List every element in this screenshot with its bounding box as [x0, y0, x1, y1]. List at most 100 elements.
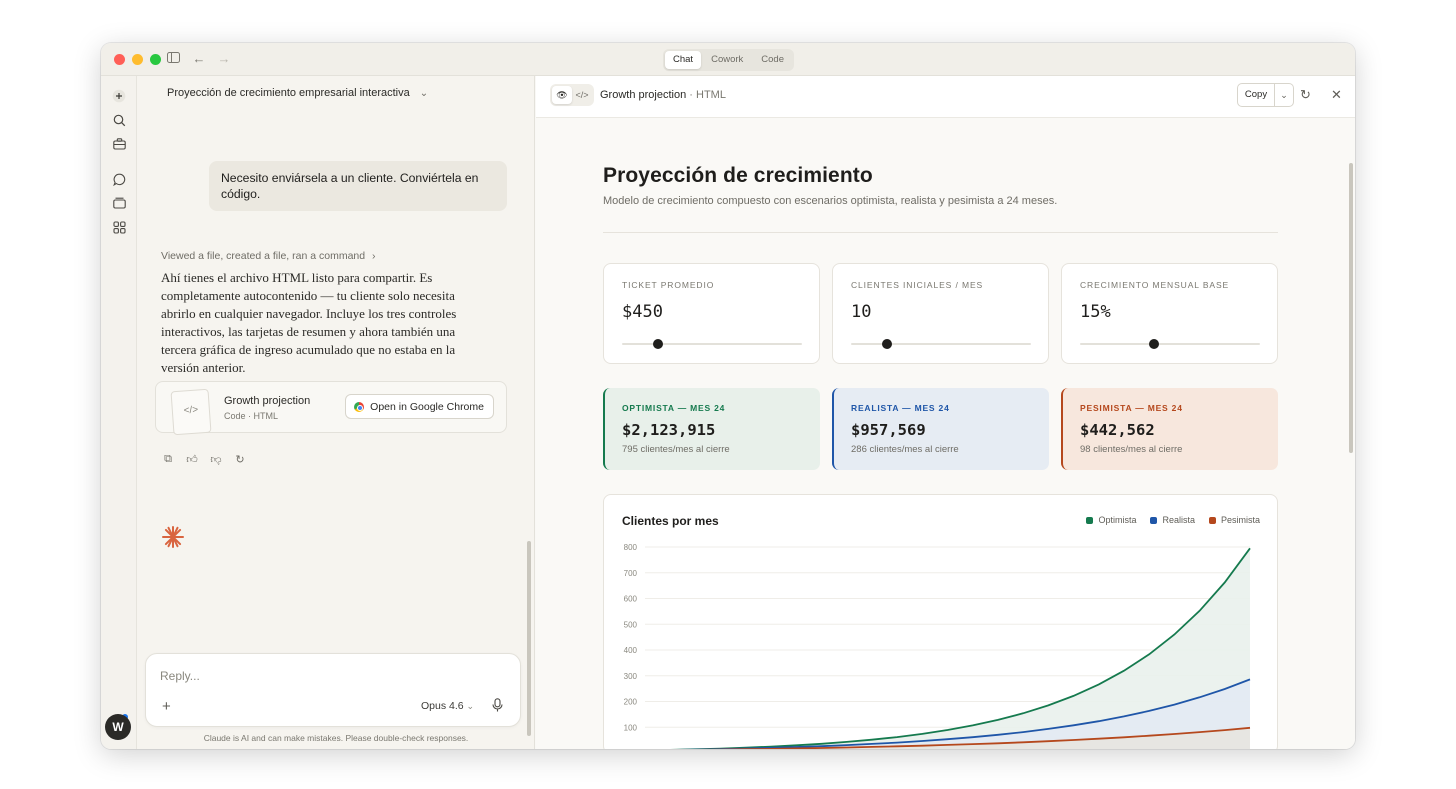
- model-selector[interactable]: Opus 4.6 ⌄: [421, 700, 474, 712]
- scenario-card-pesimista: PESIMISTA — MES 24 $442,562 98 clientes/…: [1061, 388, 1278, 470]
- chat-panel: Proyección de crecimiento empresarial in…: [137, 76, 535, 749]
- file-name: Growth projection: [224, 395, 311, 407]
- control-label: CLIENTES INICIALES / MES: [851, 280, 984, 290]
- reply-input[interactable]: Reply...: [160, 669, 200, 683]
- scenario-value: $2,123,915: [622, 421, 716, 439]
- artifact-name: Growth projection: [600, 89, 687, 101]
- search-icon[interactable]: [111, 114, 127, 130]
- y-tick-label: 600: [624, 595, 638, 604]
- artifacts-icon[interactable]: [111, 221, 127, 237]
- chat-scrollbar[interactable]: [527, 541, 531, 736]
- legend-item-realista: Realista: [1150, 515, 1195, 525]
- y-tick-label: 200: [624, 698, 638, 707]
- refresh-icon[interactable]: ↻: [1300, 87, 1311, 102]
- scenario-card-realista: REALISTA — MES 24 $957,569 286 clientes/…: [832, 388, 1049, 470]
- assistant-message: Ahí tienes el archivo HTML listo para co…: [161, 270, 457, 375]
- view-toggle: 👁︎ </>: [550, 84, 594, 106]
- control-crecimiento-mensual: CRECIMIENTO MENSUAL BASE 15%: [1061, 263, 1278, 364]
- series-area-optimista: [706, 548, 1250, 749]
- control-value: $450: [622, 302, 663, 322]
- slider-knob[interactable]: [653, 339, 663, 349]
- legend-swatch: [1208, 516, 1216, 524]
- chart-title: Clientes por mes: [622, 514, 719, 528]
- thumbs-up-icon[interactable]: 👍︎: [186, 454, 198, 466]
- composer: Reply... + Opus 4.6 ⌄: [145, 653, 521, 727]
- legend-label: Pesimista: [1220, 515, 1260, 525]
- copy-button[interactable]: Copy: [1237, 83, 1275, 107]
- copy-icon[interactable]: ⧉: [164, 453, 172, 465]
- close-window-button[interactable]: [114, 54, 125, 65]
- chrome-icon: [354, 401, 365, 412]
- y-tick-label: 700: [624, 569, 638, 578]
- mode-tab-chat[interactable]: Chat: [665, 51, 702, 69]
- user-avatar[interactable]: W: [105, 714, 131, 740]
- open-in-chrome-label: Open in Google Chrome: [370, 400, 484, 413]
- chart-legend: Optimista Realista Pesimista: [1086, 515, 1260, 525]
- y-tick-label: 100: [624, 723, 638, 732]
- series-area-pesimista: [762, 727, 1250, 749]
- app-window: ← → Chat Cowork Code W: [101, 43, 1355, 749]
- artifact-header: 👁︎ </> Growth projection · HTML Copy ⌄ ↻…: [536, 76, 1355, 118]
- model-name: Opus 4.6: [421, 700, 464, 712]
- scenario-label: PESIMISTA — MES 24: [1080, 403, 1183, 413]
- microphone-icon[interactable]: [492, 698, 503, 715]
- left-rail: W: [101, 76, 137, 749]
- mode-switch: Chat Cowork Code: [663, 49, 794, 71]
- chats-icon[interactable]: [111, 173, 127, 189]
- page-subtitle: Modelo de crecimiento compuesto con esce…: [603, 195, 1058, 207]
- retry-icon[interactable]: ↻: [235, 454, 245, 466]
- control-ticket-promedio: TICKET PROMEDIO $450: [603, 263, 820, 364]
- control-value: 15%: [1080, 302, 1111, 322]
- slider-track[interactable]: [622, 343, 802, 345]
- artifact-panel: 👁︎ </> Growth projection · HTML Copy ⌄ ↻…: [536, 76, 1355, 749]
- scenario-label: REALISTA — MES 24: [851, 403, 950, 413]
- file-card[interactable]: </> Growth projection Code · HTML Open i…: [155, 381, 507, 436]
- y-tick-label: 800: [624, 543, 638, 552]
- copy-options-chevron-icon[interactable]: ⌄: [1275, 83, 1294, 107]
- legend-swatch: [1086, 516, 1094, 524]
- page-title: Proyección de crecimiento: [603, 164, 873, 187]
- sidebar-toggle-icon[interactable]: [165, 51, 181, 67]
- toolbox-icon[interactable]: [111, 138, 127, 154]
- close-icon[interactable]: ✕: [1331, 87, 1342, 102]
- disclaimer: Claude is AI and can make mistakes. Plea…: [203, 733, 469, 743]
- mode-tab-code[interactable]: Code: [761, 54, 784, 65]
- preview-eye-icon[interactable]: 👁︎: [552, 86, 572, 104]
- minimize-window-button[interactable]: [132, 54, 143, 65]
- chevron-down-icon: ⌄: [466, 701, 475, 711]
- back-arrow-icon[interactable]: ←: [192, 51, 206, 66]
- artifact-scrollbar[interactable]: [1349, 163, 1353, 453]
- code-view-icon[interactable]: </>: [575, 90, 589, 100]
- conversation-title-text: Proyección de crecimiento empresarial in…: [167, 87, 410, 99]
- y-tick-label: 400: [624, 646, 638, 655]
- file-meta: Code · HTML: [224, 411, 279, 421]
- control-label: CRECIMIENTO MENSUAL BASE: [1080, 280, 1230, 290]
- message-actions: ⧉ 👍︎ 👎︎ ↻: [161, 453, 247, 466]
- conversation-title[interactable]: Proyección de crecimiento empresarial in…: [167, 87, 428, 99]
- tool-summary-text: Viewed a file, created a file, ran a com…: [161, 250, 366, 262]
- control-value: 10: [851, 302, 872, 322]
- artifact-type: · HTML: [686, 89, 726, 101]
- series-area-realista: [724, 679, 1250, 749]
- projects-icon[interactable]: [111, 197, 127, 213]
- y-tick-label: 500: [624, 620, 638, 629]
- divider: [603, 232, 1278, 233]
- slider-track[interactable]: [851, 343, 1031, 345]
- thumbs-down-icon[interactable]: 👎︎: [210, 454, 222, 466]
- mode-tab-cowork[interactable]: Cowork: [711, 54, 744, 65]
- maximize-window-button[interactable]: [150, 54, 161, 65]
- scenario-sub: 98 clientes/mes al cierre: [1080, 444, 1183, 455]
- slider-knob[interactable]: [1148, 339, 1159, 349]
- new-chat-icon[interactable]: [111, 89, 127, 105]
- add-attachment-icon[interactable]: +: [162, 698, 171, 715]
- slider-knob[interactable]: [882, 339, 892, 349]
- open-in-chrome-button[interactable]: Open in Google Chrome: [345, 394, 494, 419]
- legend-item-optimista: Optimista: [1086, 515, 1136, 525]
- code-file-icon: </>: [170, 388, 212, 436]
- chevron-down-icon: ⌄: [419, 88, 429, 99]
- legend-item-pesimista: Pesimista: [1208, 515, 1260, 525]
- slider-track[interactable]: [1080, 343, 1260, 345]
- chevron-right-icon: ›: [372, 250, 376, 262]
- forward-arrow-icon[interactable]: →: [217, 51, 231, 66]
- tool-summary[interactable]: Viewed a file, created a file, ran a com…: [161, 250, 376, 262]
